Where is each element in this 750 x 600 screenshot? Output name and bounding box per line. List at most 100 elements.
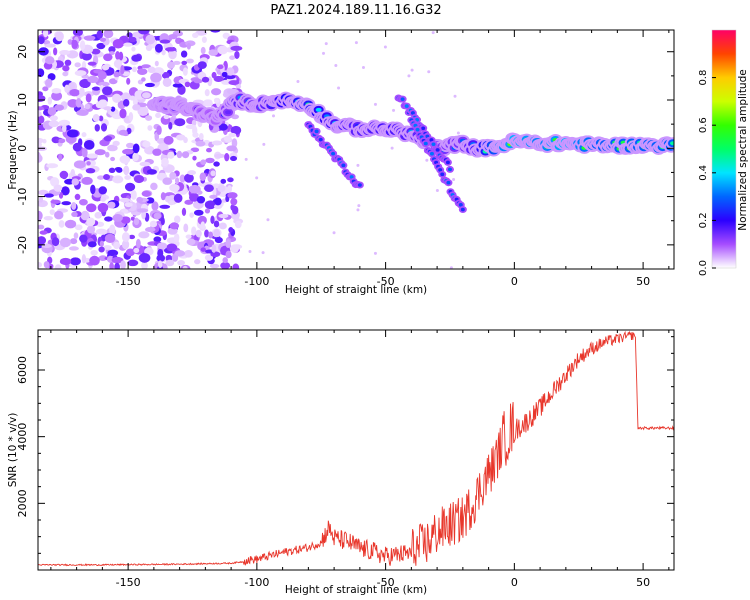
spectrogram-cell xyxy=(208,231,214,239)
spectrogram-cell xyxy=(177,260,186,266)
spectrogram-cell xyxy=(110,106,116,112)
spectrogram-cell xyxy=(64,59,72,66)
spectrogram-cell xyxy=(228,80,240,86)
spectrogram-cell xyxy=(144,145,155,155)
spectrogram-cell xyxy=(168,33,178,40)
spectrogram-cell xyxy=(83,35,96,41)
spectrogram-cell xyxy=(189,212,195,218)
x-tick-label: -100 xyxy=(244,275,269,288)
spectrogram-cell xyxy=(69,88,80,97)
spectrogram-cell xyxy=(113,59,123,68)
spectrogram-cell xyxy=(49,115,58,121)
spectrogram-cell xyxy=(203,100,214,107)
x-tick-label: -150 xyxy=(116,576,141,589)
spectrogram-cell xyxy=(373,102,377,106)
spectrogram-cell xyxy=(458,203,463,207)
spectrogram-cell xyxy=(64,84,70,94)
spectrogram-cell xyxy=(200,221,206,230)
spectrogram-cell xyxy=(75,98,82,108)
spectrogram-cell xyxy=(145,44,153,51)
spectrogram-cell xyxy=(404,104,409,108)
spectrogram-cell xyxy=(196,196,206,204)
spectrogram-cell xyxy=(224,152,230,162)
x-tick-label: -150 xyxy=(116,275,141,288)
spectrogram-cell xyxy=(255,176,259,180)
spectrogram-cell xyxy=(150,182,158,191)
spectrogram-cell xyxy=(141,77,146,82)
spectrogram-cell xyxy=(220,178,227,184)
spectrogram-cell xyxy=(38,152,42,163)
spectrogram-cell xyxy=(74,193,81,201)
spectrogram-cell xyxy=(449,266,453,269)
spectrogram-cell xyxy=(174,215,181,224)
spectrogram-cell xyxy=(79,234,88,243)
spectrogram-cell xyxy=(427,70,431,74)
x-tick-label: 50 xyxy=(636,576,650,589)
spectrogram-cell xyxy=(107,144,118,152)
spectrogram-cell xyxy=(161,72,170,79)
spectrogram-frame xyxy=(37,29,675,270)
x-tick-label: 0 xyxy=(511,576,518,589)
spectrogram-cell xyxy=(50,199,61,204)
spectrogram-cell xyxy=(440,172,445,177)
spectrogram-cell xyxy=(128,234,136,240)
spectrogram-cell xyxy=(167,61,175,69)
spectrogram-cell xyxy=(204,89,210,97)
spectrogram-cell xyxy=(193,209,204,216)
spectrogram-cell xyxy=(67,39,73,45)
y-tick-label: -20 xyxy=(16,236,29,254)
spectrogram-cell xyxy=(223,135,232,143)
spectrogram-cell xyxy=(90,249,98,256)
spectrogram-cell xyxy=(248,250,252,254)
spectrogram-cell xyxy=(373,251,377,255)
spectrogram-cell xyxy=(155,112,161,118)
spectrogram-cell xyxy=(141,92,151,99)
spectrogram-cell xyxy=(120,216,131,224)
spectrogram-cell xyxy=(205,157,215,164)
spectrogram-cell xyxy=(139,161,151,167)
spectrogram-cell xyxy=(138,252,151,263)
spectrogram-cell xyxy=(222,257,228,264)
spectrogram-cell xyxy=(272,114,276,118)
spectrogram-cell xyxy=(210,215,215,224)
spectrogram-cell xyxy=(130,189,137,200)
spectrogram-cell xyxy=(97,71,107,80)
spectrogram-cell xyxy=(116,167,123,173)
spectrogram-cell xyxy=(230,204,235,211)
spectrogram-cell xyxy=(218,123,228,131)
spectrogram-cell xyxy=(38,115,45,124)
spectrogram-heatmap xyxy=(38,30,674,269)
spectrogram-cell xyxy=(314,129,319,134)
spectrogram-cell xyxy=(174,118,186,127)
spectrogram-cell xyxy=(213,97,220,104)
spectrogram-cell xyxy=(79,78,91,89)
spectrogram-cell xyxy=(156,242,168,250)
spectrogram-cell xyxy=(214,197,222,206)
spectrogram-cell xyxy=(130,216,135,221)
spectrogram-cell xyxy=(169,184,180,192)
spectrogram-cell xyxy=(110,156,116,162)
y-tick-label: 2000 xyxy=(16,489,29,517)
spectrogram-cell xyxy=(67,98,79,108)
spectrogram-cell xyxy=(91,86,101,91)
spectrogram-cell xyxy=(195,140,206,147)
spectrogram-cell xyxy=(59,257,72,266)
y-tick-label: 6000 xyxy=(16,356,29,384)
spectrogram-cell xyxy=(182,265,188,269)
spectrogram-cell xyxy=(446,180,451,185)
spectrogram-cell xyxy=(197,61,207,69)
spectrogram-cell xyxy=(119,197,131,203)
spectrogram-cell xyxy=(74,62,81,68)
spectrogram-cell xyxy=(188,184,201,194)
spectrogram-cell xyxy=(38,68,45,77)
spectrogram-cell xyxy=(99,37,107,42)
spectrogram-cell xyxy=(162,177,173,185)
spectrogram-cell xyxy=(89,255,100,266)
spectrogram-cell xyxy=(244,157,248,161)
spectrogram-cell xyxy=(204,200,217,210)
spectrogram-cell xyxy=(114,262,120,269)
spectrogram-cell xyxy=(83,139,95,150)
spectrogram-cell xyxy=(71,178,80,186)
spectrogram-cell xyxy=(132,143,140,154)
spectrogram-cell xyxy=(400,97,405,101)
